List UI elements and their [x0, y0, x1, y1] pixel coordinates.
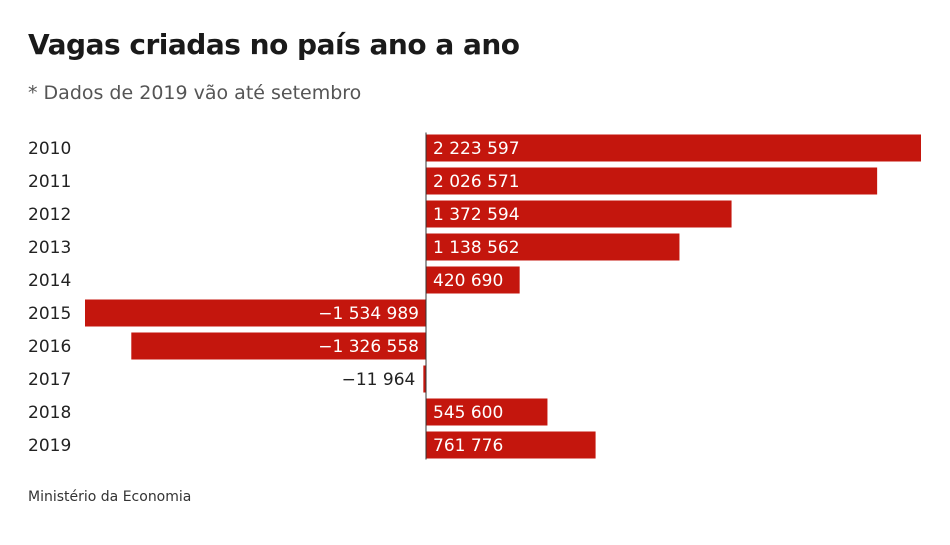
- bar-2016: [131, 332, 427, 360]
- bar-2017: [423, 365, 426, 393]
- source-note: Ministério da Economia: [28, 489, 192, 505]
- value-label-2016: −1 326 558: [318, 337, 419, 357]
- category-label-2014: 2014: [28, 271, 71, 291]
- value-label-2010: 2 223 597: [433, 139, 520, 159]
- bar-2019: [426, 431, 596, 459]
- bar-2012: [426, 200, 732, 228]
- bar-2015: [85, 299, 426, 327]
- bar-2010: [426, 134, 921, 162]
- value-label-2017: −11 964: [342, 370, 416, 390]
- category-label-2018: 2018: [28, 403, 71, 423]
- category-label-2012: 2012: [28, 205, 71, 225]
- bar-2011: [426, 167, 878, 195]
- bar-2014: [426, 266, 520, 294]
- value-label-2018: 545 600: [433, 403, 503, 423]
- category-label-2010: 2010: [28, 139, 71, 159]
- chart-subtitle: * Dados de 2019 vão até setembro: [28, 82, 362, 104]
- category-label-2013: 2013: [28, 238, 71, 258]
- value-label-2013: 1 138 562: [433, 238, 520, 258]
- bar-2013: [426, 233, 680, 261]
- category-label-2011: 2011: [28, 172, 71, 192]
- bar-2018: [426, 398, 548, 426]
- value-label-2011: 2 026 571: [433, 172, 520, 192]
- category-label-2019: 2019: [28, 436, 71, 456]
- category-label-2017: 2017: [28, 370, 71, 390]
- value-label-2019: 761 776: [433, 436, 503, 456]
- value-label-2015: −1 534 989: [318, 304, 419, 324]
- category-label-2016: 2016: [28, 337, 71, 357]
- chart-title: Vagas criadas no país ano a ano: [28, 28, 520, 61]
- category-label-2015: 2015: [28, 304, 71, 324]
- value-label-2012: 1 372 594: [433, 205, 520, 225]
- value-label-2014: 420 690: [433, 271, 503, 291]
